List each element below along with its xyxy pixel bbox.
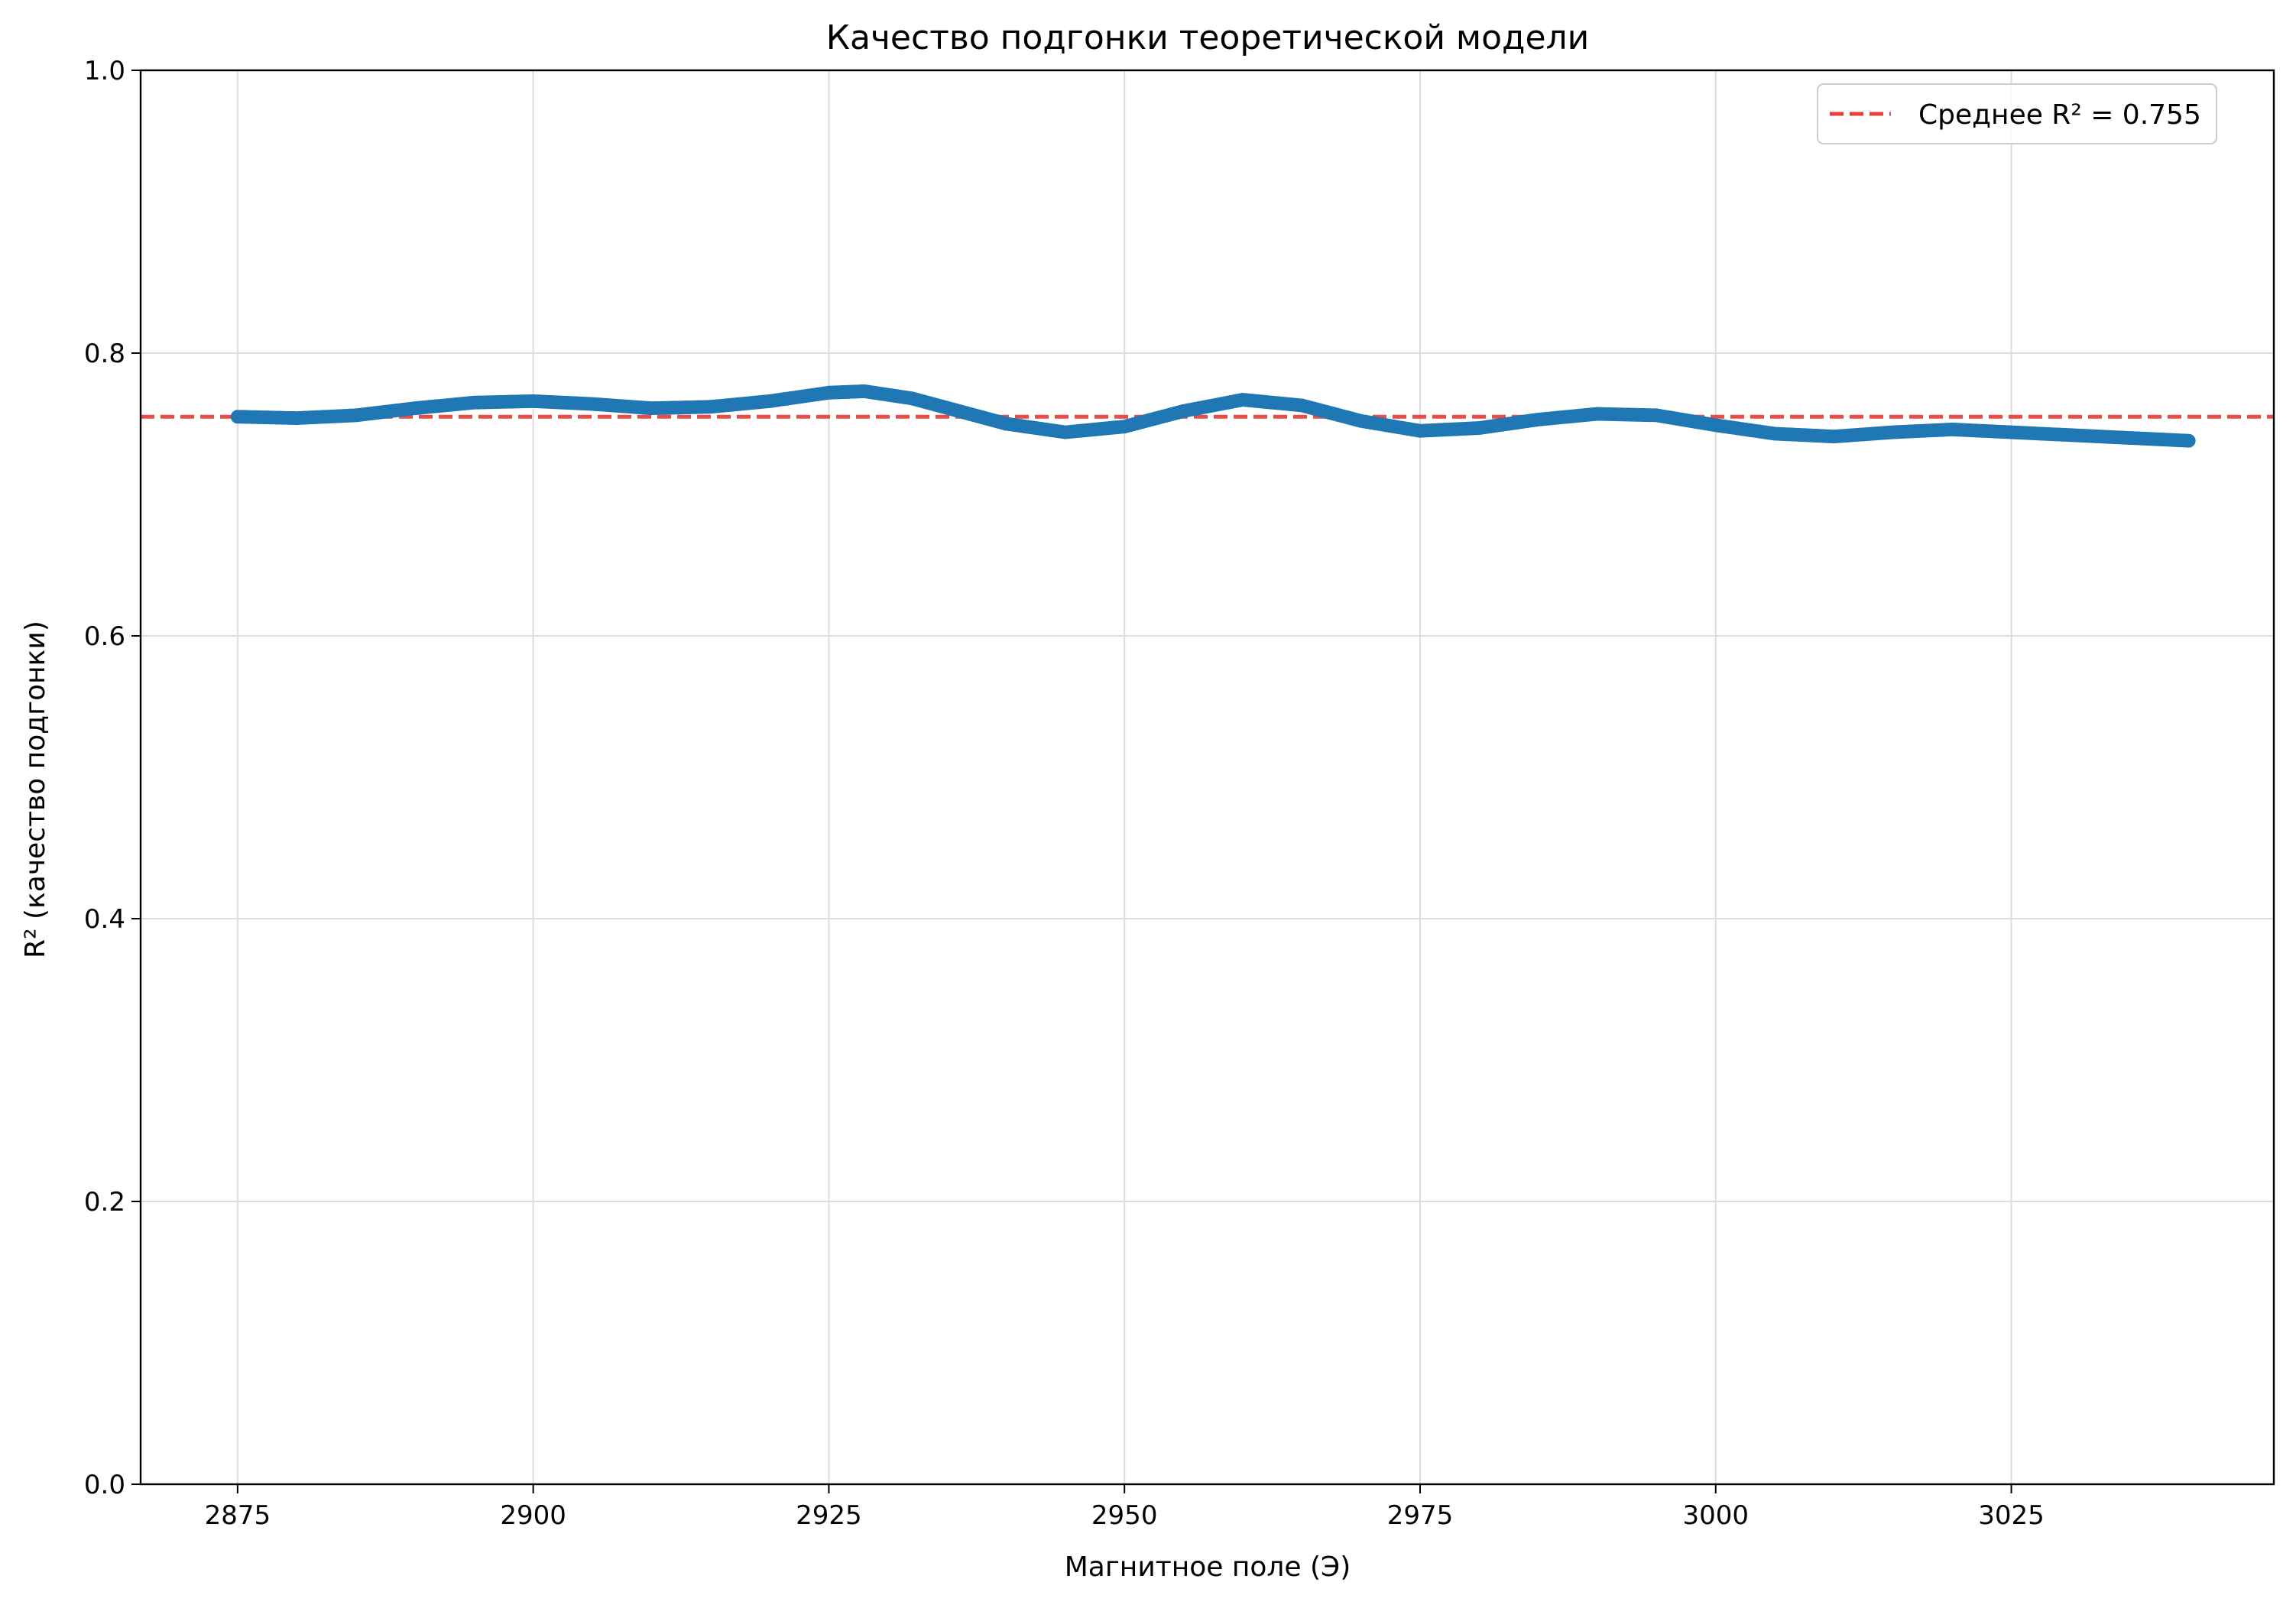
x-tick-label: 2950 bbox=[1091, 1500, 1158, 1531]
x-tick-label: 2875 bbox=[205, 1500, 271, 1531]
x-axis-label: Магнитное поле (Э) bbox=[1065, 1552, 1351, 1583]
x-tick-label: 2900 bbox=[500, 1500, 566, 1531]
y-tick-label: 0.0 bbox=[84, 1470, 125, 1500]
axis-ticks: 2875 2900 2925 2950 2975 3000 3025 0.0 0.2 0.4 0.6… bbox=[84, 56, 2045, 1531]
y-tick-label: 0.6 bbox=[84, 621, 125, 652]
x-tick-label: 3000 bbox=[1682, 1500, 1749, 1531]
legend: Среднее R² = 0.755 bbox=[1817, 83, 2217, 144]
legend-entry-mean: Среднее R² = 0.755 bbox=[1918, 99, 2201, 131]
x-tick-label: 2925 bbox=[796, 1500, 862, 1531]
y-tick-label: 1.0 bbox=[84, 56, 125, 86]
y-tick-label: 0.4 bbox=[84, 904, 125, 935]
data-points bbox=[230, 384, 2196, 448]
y-axis-label: R² (качество подгонки) bbox=[20, 621, 51, 958]
data-point bbox=[2181, 433, 2196, 448]
y-tick-label: 0.8 bbox=[84, 339, 125, 369]
legend-box bbox=[1817, 83, 2217, 144]
x-tick-label: 2975 bbox=[1387, 1500, 1454, 1531]
chart-title: Качество подгонки теоретической модели bbox=[826, 18, 1590, 57]
plot-frame bbox=[139, 69, 2275, 1486]
x-tick-label: 3025 bbox=[1978, 1500, 2045, 1531]
y-tick-label: 0.2 bbox=[84, 1187, 125, 1218]
